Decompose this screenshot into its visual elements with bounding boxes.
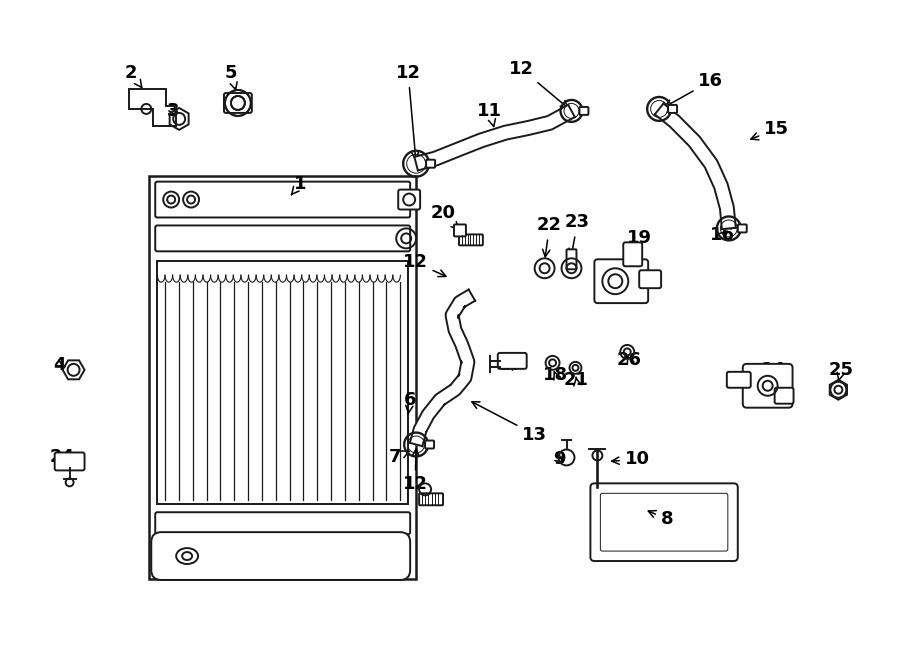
Text: 2: 2 bbox=[125, 64, 142, 88]
Text: 23: 23 bbox=[565, 214, 590, 256]
Text: 26: 26 bbox=[616, 351, 642, 369]
Text: 10: 10 bbox=[612, 450, 650, 469]
Text: 15: 15 bbox=[751, 120, 789, 140]
FancyBboxPatch shape bbox=[580, 107, 589, 115]
Text: 13: 13 bbox=[472, 402, 547, 444]
FancyBboxPatch shape bbox=[742, 364, 793, 408]
Polygon shape bbox=[655, 104, 736, 229]
Text: 16: 16 bbox=[710, 227, 735, 245]
Text: 6: 6 bbox=[404, 391, 417, 414]
Text: 12: 12 bbox=[509, 60, 568, 108]
Text: 4: 4 bbox=[53, 356, 66, 374]
Polygon shape bbox=[414, 105, 575, 171]
Text: 20: 20 bbox=[430, 204, 459, 229]
FancyBboxPatch shape bbox=[419, 493, 443, 505]
Text: 21: 21 bbox=[564, 371, 589, 389]
Text: 12: 12 bbox=[396, 64, 420, 159]
FancyBboxPatch shape bbox=[155, 225, 410, 251]
Text: 5: 5 bbox=[225, 64, 238, 90]
FancyBboxPatch shape bbox=[398, 190, 420, 210]
Text: 19: 19 bbox=[626, 229, 652, 258]
FancyBboxPatch shape bbox=[158, 261, 409, 504]
FancyBboxPatch shape bbox=[425, 440, 434, 449]
FancyBboxPatch shape bbox=[55, 453, 85, 471]
Text: 9: 9 bbox=[554, 450, 566, 469]
Text: 8: 8 bbox=[648, 510, 673, 528]
Polygon shape bbox=[410, 290, 475, 446]
FancyBboxPatch shape bbox=[498, 353, 526, 369]
Text: 17: 17 bbox=[500, 356, 524, 374]
FancyBboxPatch shape bbox=[155, 182, 410, 217]
Text: 22: 22 bbox=[537, 216, 562, 257]
FancyBboxPatch shape bbox=[566, 249, 577, 269]
FancyBboxPatch shape bbox=[590, 483, 738, 561]
FancyBboxPatch shape bbox=[738, 225, 747, 233]
FancyBboxPatch shape bbox=[639, 270, 662, 288]
Text: 24: 24 bbox=[50, 448, 74, 467]
FancyBboxPatch shape bbox=[727, 372, 751, 388]
FancyBboxPatch shape bbox=[426, 160, 435, 168]
FancyBboxPatch shape bbox=[594, 259, 648, 303]
Text: 25: 25 bbox=[829, 361, 854, 381]
FancyBboxPatch shape bbox=[224, 93, 252, 113]
Text: 3: 3 bbox=[166, 102, 179, 120]
Text: 12: 12 bbox=[402, 449, 428, 493]
Text: 11: 11 bbox=[477, 102, 502, 126]
Text: 7: 7 bbox=[389, 448, 410, 467]
FancyBboxPatch shape bbox=[454, 225, 466, 237]
FancyBboxPatch shape bbox=[624, 243, 643, 266]
FancyBboxPatch shape bbox=[149, 176, 416, 579]
FancyBboxPatch shape bbox=[668, 105, 677, 113]
Text: 16: 16 bbox=[665, 72, 724, 106]
FancyBboxPatch shape bbox=[155, 512, 410, 534]
Text: 12: 12 bbox=[402, 253, 446, 277]
FancyBboxPatch shape bbox=[151, 532, 410, 580]
Text: 1: 1 bbox=[292, 175, 307, 195]
FancyBboxPatch shape bbox=[775, 388, 794, 404]
FancyBboxPatch shape bbox=[600, 493, 728, 551]
FancyBboxPatch shape bbox=[459, 235, 483, 245]
Text: 14: 14 bbox=[761, 361, 786, 379]
Text: 18: 18 bbox=[543, 366, 568, 384]
